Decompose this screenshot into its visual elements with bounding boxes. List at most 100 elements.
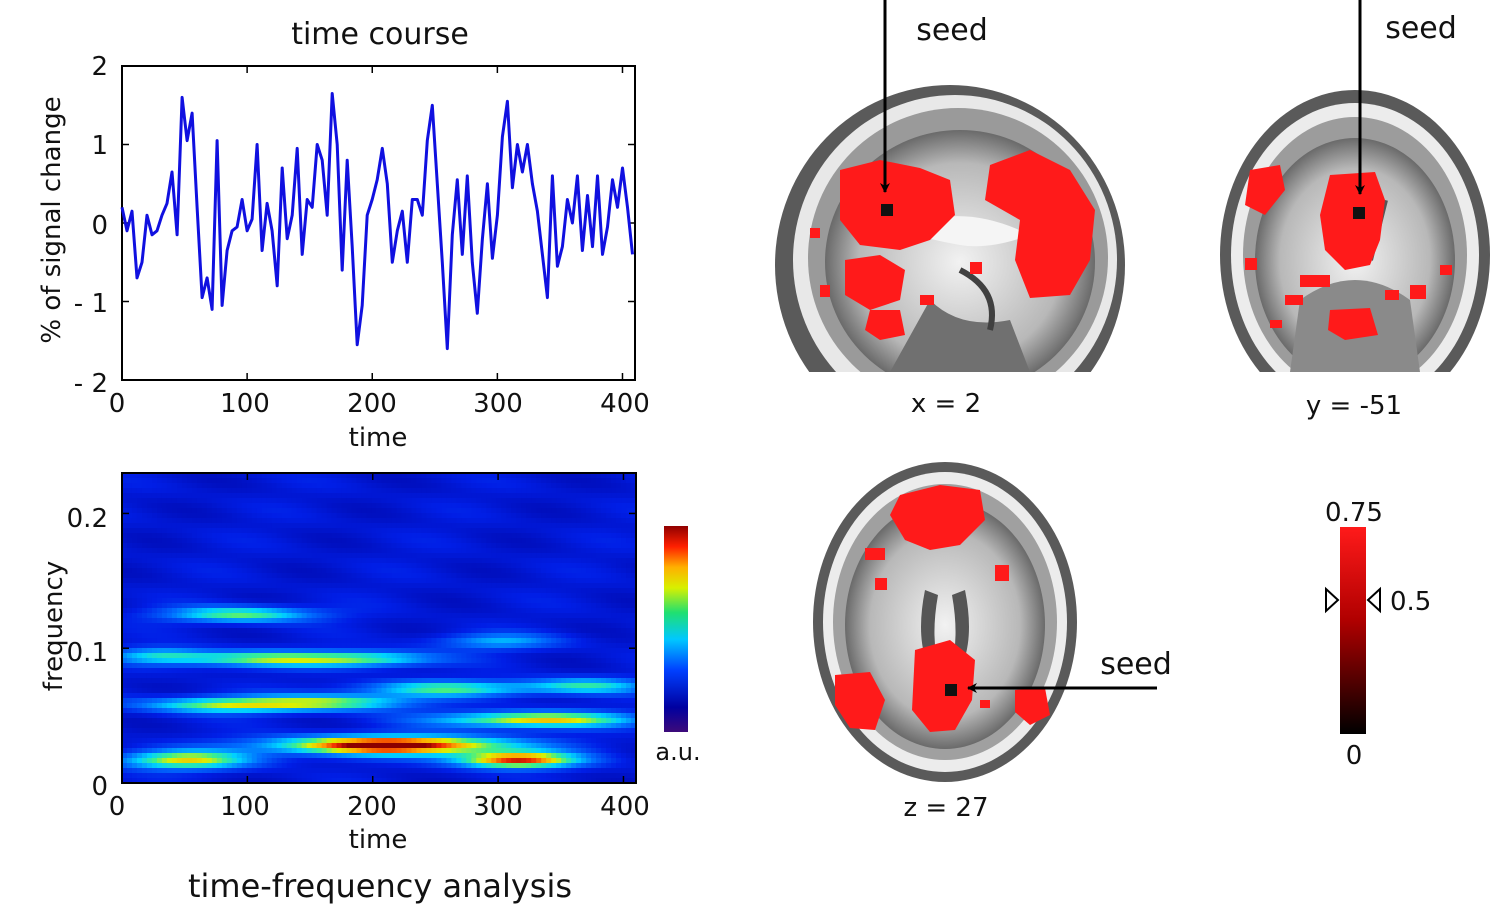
heatmap-cell <box>446 638 452 644</box>
heatmap-cell <box>257 708 263 714</box>
heatmap-cell <box>152 698 158 704</box>
heatmap-cell <box>516 518 522 524</box>
heatmap-cell <box>342 633 348 639</box>
heatmap-cell <box>227 633 233 639</box>
heatmap-cell <box>132 553 138 559</box>
heatmap-cell <box>516 563 522 569</box>
heatmap-cell <box>436 658 442 664</box>
heatmap-cell <box>342 548 348 554</box>
heatmap-cell <box>132 678 138 684</box>
heatmap-cell <box>192 668 198 674</box>
heatmap-cell <box>237 578 243 584</box>
heatmap-cell <box>267 573 273 579</box>
heatmap-cell <box>536 623 542 629</box>
heatmap-cell <box>267 538 273 544</box>
heatmap-cell <box>127 558 133 564</box>
heatmap-cell <box>342 503 348 509</box>
heatmap-cell <box>426 588 432 594</box>
heatmap-cell <box>362 633 368 639</box>
heatmap-cell <box>202 588 208 594</box>
heatmap-cell <box>137 663 143 669</box>
heatmap-cell <box>581 508 587 514</box>
heatmap-cell <box>342 568 348 574</box>
heatmap-cell <box>257 673 263 679</box>
heatmap-cell <box>601 598 607 604</box>
heatmap-cell <box>337 558 343 564</box>
heatmap-cell <box>192 698 198 704</box>
heatmap-cell <box>421 573 427 579</box>
heatmap-cell <box>182 638 188 644</box>
heatmap-cell <box>312 693 318 699</box>
heatmap-cell <box>227 638 233 644</box>
heatmap-cell <box>491 698 497 704</box>
heatmap-cell <box>362 663 368 669</box>
heatmap-cell <box>272 533 278 539</box>
heatmap-cell <box>247 653 253 659</box>
heatmap-cell <box>297 658 303 664</box>
heatmap-cell <box>551 678 557 684</box>
heatmap-cell <box>327 488 333 494</box>
heatmap-cell <box>516 658 522 664</box>
heatmap-cell <box>372 643 378 649</box>
heatmap-cell <box>586 633 592 639</box>
heatmap-cell <box>406 543 412 549</box>
heatmap-cell <box>571 523 577 529</box>
heatmap-cell <box>601 633 607 639</box>
heatmap-cell <box>586 693 592 699</box>
heatmap-cell <box>486 513 492 519</box>
heatmap-cell <box>516 703 522 709</box>
heatmap-cell <box>621 538 627 544</box>
heatmap-cell <box>526 708 532 714</box>
heatmap-cell <box>267 533 273 539</box>
heatmap-cell <box>591 518 597 524</box>
heatmap-cell <box>212 503 218 509</box>
heatmap-cell <box>167 538 173 544</box>
heatmap-cell <box>192 673 198 679</box>
heatmap-cell <box>162 648 168 654</box>
heatmap-cell <box>556 623 562 629</box>
heatmap-cell <box>566 513 572 519</box>
heatmap-cell <box>396 533 402 539</box>
heatmap-cell <box>127 493 133 499</box>
heatmap-cell <box>172 663 178 669</box>
heatmap-cell <box>421 558 427 564</box>
heatmap-cell <box>262 608 268 614</box>
heatmap-cell <box>461 703 467 709</box>
heatmap-cell <box>431 618 437 624</box>
heatmap-cell <box>367 503 373 509</box>
heatmap-cell <box>367 523 373 529</box>
heatmap-cell <box>466 538 472 544</box>
heatmap-cell <box>586 508 592 514</box>
heatmap-cell <box>501 658 507 664</box>
heatmap-cell <box>317 643 323 649</box>
heatmap-cell <box>302 588 308 594</box>
heatmap-cell <box>302 608 308 614</box>
heatmap-cell <box>292 593 298 599</box>
heatmap-cell <box>616 638 622 644</box>
heatmap-cell <box>461 683 467 689</box>
heatmap-cell <box>536 543 542 549</box>
heatmap-cell <box>481 698 487 704</box>
heatmap-cell <box>551 618 557 624</box>
heatmap-cell <box>172 543 178 549</box>
heatmap-cell <box>566 688 572 694</box>
heatmap-cell <box>352 543 358 549</box>
heatmap-cell <box>451 543 457 549</box>
heatmap-cell <box>227 618 233 624</box>
heatmap-cell <box>391 628 397 634</box>
heatmap-cell <box>481 568 487 574</box>
heatmap-cell <box>391 638 397 644</box>
heatmap-cell <box>446 673 452 679</box>
heatmap-cell <box>252 578 258 584</box>
heatmap-cell <box>172 628 178 634</box>
heatmap-cell <box>137 648 143 654</box>
heatmap-cell <box>616 633 622 639</box>
heatmap-cell <box>202 583 208 589</box>
heatmap-cell <box>277 518 283 524</box>
heatmap-cell <box>491 528 497 534</box>
heatmap-cell <box>466 503 472 509</box>
heatmap-cell <box>486 503 492 509</box>
heatmap-cell <box>177 558 183 564</box>
heatmap-cell <box>182 703 188 709</box>
heatmap-cell <box>581 588 587 594</box>
